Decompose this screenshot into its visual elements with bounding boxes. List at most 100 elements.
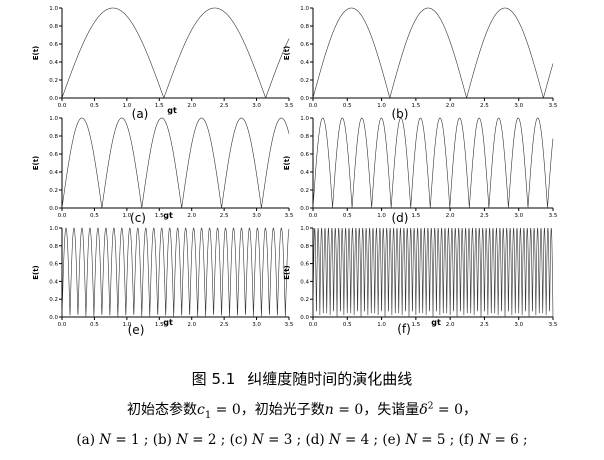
y-axis-label: E(t) <box>283 156 291 171</box>
y-tick-label: 0.4 <box>300 279 309 285</box>
x-tick-label: 1.0 <box>377 322 386 328</box>
figure-caption-params: 初始态参数c1 = 0，初始光子数n = 0，失谐量δ2 = 0， <box>126 401 478 421</box>
x-tick-label: 2.0 <box>187 103 196 109</box>
series-line <box>61 117 290 209</box>
x-tick-label: 2.0 <box>187 213 196 219</box>
figure-number: 图 5.1 <box>191 370 236 388</box>
x-tick-label: 3.5 <box>285 213 294 219</box>
panel-label: (b) <box>392 107 409 121</box>
x-tick-label: 3.5 <box>285 103 294 109</box>
x-tick-label: 1.5 <box>411 103 420 109</box>
series-line <box>312 117 554 209</box>
x-tick-label: 0.5 <box>343 322 352 328</box>
y-tick-label: 1.0 <box>49 226 58 232</box>
figure-title: 纠缠度随时间的演化曲线 <box>247 370 413 388</box>
n-value: = 0 <box>333 402 364 418</box>
x-tick-label: 2.5 <box>220 322 229 328</box>
y-tick-label: 0.2 <box>49 297 58 303</box>
x-tick-label: 2.0 <box>187 322 196 328</box>
case-5: (f) N = 6 ; <box>458 432 528 448</box>
case-3: (d) N = 4 ; <box>305 432 383 448</box>
y-tick-label: 0.6 <box>49 152 58 158</box>
y-tick-label: 0.8 <box>300 24 309 30</box>
panel-label: (d) <box>392 211 409 225</box>
x-tick-label: 1.5 <box>155 322 164 328</box>
y-tick-label: 0.4 <box>300 60 309 66</box>
series-line <box>61 7 290 99</box>
x-tick-label: 1.0 <box>377 213 386 219</box>
y-tick-label: 0.6 <box>49 42 58 48</box>
y-tick-label: 0.0 <box>300 315 309 321</box>
y-tick-label: 0.6 <box>300 262 309 268</box>
x-tick-label: 2.0 <box>446 103 455 109</box>
x-tick-label: 1.5 <box>155 213 164 219</box>
panel-label: (f) <box>397 322 411 336</box>
x-tick-label: 3.5 <box>549 213 558 219</box>
x-tick-label: 3.0 <box>514 322 523 328</box>
y-tick-label: 0.4 <box>49 60 58 66</box>
x-tick-label: 1.0 <box>377 103 386 109</box>
x-tick-label: 0.5 <box>90 213 99 219</box>
y-tick-label: 1.0 <box>300 6 309 12</box>
y-tick-label: 0.6 <box>300 42 309 48</box>
x-tick-label: 1.0 <box>122 103 131 109</box>
y-tick-label: 1.0 <box>49 6 58 12</box>
x-tick-label: 3.5 <box>285 322 294 328</box>
y-tick-label: 1.0 <box>300 116 309 122</box>
series-line <box>312 7 554 100</box>
y-tick-label: 0.8 <box>49 24 58 30</box>
x-tick-label: 1.0 <box>122 213 131 219</box>
y-tick-label: 0.0 <box>300 96 309 102</box>
figure-caption-cases: (a) N = 1 ; (b) N = 2 ; (c) N = 3 ; (d) … <box>0 432 604 448</box>
y-tick-label: 0.8 <box>300 134 309 140</box>
param-label-initial-state: 初始态参数 <box>126 402 197 418</box>
y-tick-label: 0.8 <box>49 134 58 140</box>
param-label-detuning: ，失谐量 <box>363 402 420 418</box>
y-tick-label: 0.2 <box>300 297 309 303</box>
panel-label: (e) <box>128 323 145 337</box>
x-tick-label: 0.5 <box>343 103 352 109</box>
x-tick-label: 2.0 <box>446 213 455 219</box>
x-axis-label: gt <box>431 318 441 327</box>
y-tick-label: 0.8 <box>49 244 58 250</box>
x-tick-label: 3.0 <box>514 213 523 219</box>
x-tick-label: 0.5 <box>343 213 352 219</box>
x-tick-label: 2.5 <box>480 322 489 328</box>
y-tick-label: 0.2 <box>49 188 58 194</box>
x-tick-label: 0.0 <box>309 213 318 219</box>
panel-label: (c) <box>130 211 146 225</box>
c1-value: = 0 <box>211 402 241 418</box>
x-axis-label: gt <box>167 106 177 115</box>
y-tick-label: 0.0 <box>49 206 58 212</box>
x-tick-label: 0.0 <box>58 103 67 109</box>
y-axis-label: E(t) <box>32 156 40 171</box>
x-tick-label: 2.5 <box>480 103 489 109</box>
y-tick-label: 0.2 <box>300 78 309 84</box>
x-tick-label: 2.5 <box>220 213 229 219</box>
case-4: (e) N = 5 ; <box>382 432 459 448</box>
series-line <box>61 227 290 318</box>
param-label-photon-number: ，初始光子数 <box>240 402 325 418</box>
x-tick-label: 3.0 <box>514 103 523 109</box>
figure-panels: 0.0 0.5 1.0 1.5 2.0 2.5 3.0 3.5 0.0 0.2 0.4 0.6 0.8 1… <box>32 6 558 337</box>
y-axis-label: E(t) <box>32 46 40 61</box>
y-axis-label: E(t) <box>283 46 291 61</box>
c1-symbol: c <box>196 402 205 418</box>
x-tick-label: 0.5 <box>90 103 99 109</box>
series-line <box>312 227 554 318</box>
x-tick-label: 3.5 <box>549 103 558 109</box>
y-tick-label: 0.8 <box>300 244 309 250</box>
y-axis-label: E(t) <box>32 265 40 280</box>
x-tick-label: 0.0 <box>58 213 67 219</box>
x-tick-label: 3.0 <box>252 213 261 219</box>
y-tick-label: 0.0 <box>300 206 309 212</box>
x-tick-label: 2.5 <box>220 103 229 109</box>
x-tick-label: 1.0 <box>122 322 131 328</box>
x-axis-label: gt <box>163 318 173 327</box>
x-tick-label: 3.0 <box>252 322 261 328</box>
y-tick-label: 0.0 <box>49 315 58 321</box>
y-tick-label: 0.0 <box>49 96 58 102</box>
x-tick-label: 0.0 <box>309 322 318 328</box>
y-tick-label: 0.2 <box>49 78 58 84</box>
x-tick-label: 0.5 <box>90 322 99 328</box>
